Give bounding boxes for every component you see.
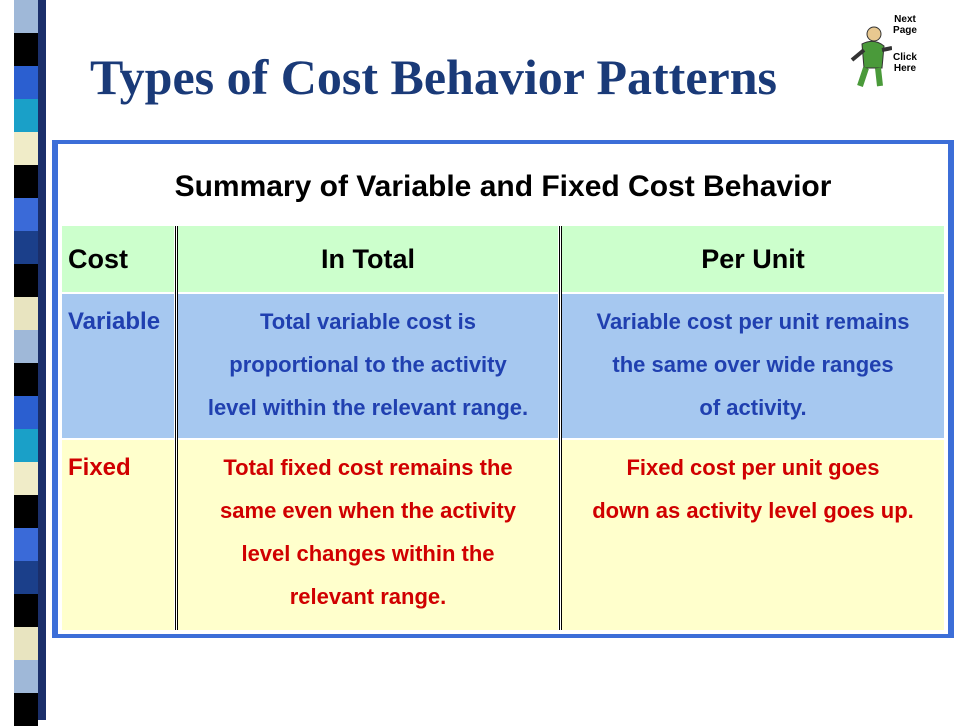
cell-line: Variable	[68, 308, 161, 335]
cell-line: Fixed cost per unit goes	[626, 455, 880, 480]
next-label: Next Page	[888, 14, 922, 36]
click-label: Click Here	[888, 52, 922, 74]
click-line: Click	[893, 52, 917, 63]
strip-edge	[38, 0, 46, 720]
cell-line: level within the relevant range.	[207, 395, 529, 420]
strip-square	[14, 165, 38, 198]
strip-square	[14, 528, 38, 561]
body-cell: Total variable cost is proportional to th…	[178, 294, 558, 438]
cell-line: proportional to the activity	[229, 352, 507, 377]
body-cell: Variable cost per unit remains the same o…	[562, 294, 944, 438]
header-text: In Total	[321, 244, 415, 274]
header-cell: In Total	[178, 226, 558, 292]
strip-square	[14, 264, 38, 297]
header-text: Cost	[68, 244, 128, 274]
strip-square	[14, 660, 38, 693]
body-cell: Fixed	[62, 440, 174, 630]
body-cell: Variable	[62, 294, 174, 438]
table-caption: Summary of Variable and Fixed Cost Behav…	[174, 169, 832, 203]
next-line: Next	[894, 14, 916, 25]
strip-square	[14, 33, 38, 66]
cell-line: Fixed	[68, 454, 131, 481]
column-divider	[559, 226, 560, 630]
strip-square	[14, 429, 38, 462]
strip-square	[14, 693, 38, 726]
strip-square	[14, 330, 38, 363]
strip-square	[14, 198, 38, 231]
body-cell: Total fixed cost remains the same even wh…	[178, 440, 558, 630]
runner-icon	[850, 26, 892, 87]
cell-line: down as activity level goes up.	[592, 498, 914, 523]
next-page-button[interactable]: Next Page Click Here	[848, 14, 928, 87]
strip-square	[14, 0, 38, 33]
cell-line: Total fixed cost remains the	[223, 455, 513, 480]
cell-line: Variable cost per unit remains	[596, 309, 910, 334]
strip-square	[14, 297, 38, 330]
header-cell: Per Unit	[562, 226, 944, 292]
decorative-strip	[0, 0, 46, 726]
strip-square	[14, 462, 38, 495]
strip-square	[14, 132, 38, 165]
header-text: Per Unit	[701, 244, 805, 274]
cell-line: same even when the activity	[220, 498, 516, 523]
strip-square	[14, 627, 38, 660]
cell-line: Total variable cost is	[259, 309, 476, 334]
strip-square	[14, 66, 38, 99]
body-cell: Fixed cost per unit goes down as activity…	[562, 440, 944, 630]
cell-line: level changes within the	[241, 541, 495, 566]
strip-square	[14, 495, 38, 528]
caption-cell: Summary of Variable and Fixed Cost Behav…	[62, 148, 944, 224]
next-line: Page	[893, 25, 917, 36]
cell-line: the same over wide ranges	[612, 352, 894, 377]
click-line: Here	[893, 63, 917, 74]
slide-title: Types of Cost Behavior Patterns	[90, 49, 777, 105]
table-frame: Summary of Variable and Fixed Cost Behav…	[52, 140, 954, 638]
header-cell: Cost	[62, 226, 174, 292]
strip-square	[14, 363, 38, 396]
strip-square	[14, 99, 38, 132]
strip-square	[14, 594, 38, 627]
cell-line: of activity.	[699, 395, 807, 420]
strip-square	[14, 231, 38, 264]
strip-square	[14, 561, 38, 594]
column-divider	[175, 226, 176, 630]
cell-line: relevant range.	[289, 584, 447, 609]
strip-square	[14, 396, 38, 429]
